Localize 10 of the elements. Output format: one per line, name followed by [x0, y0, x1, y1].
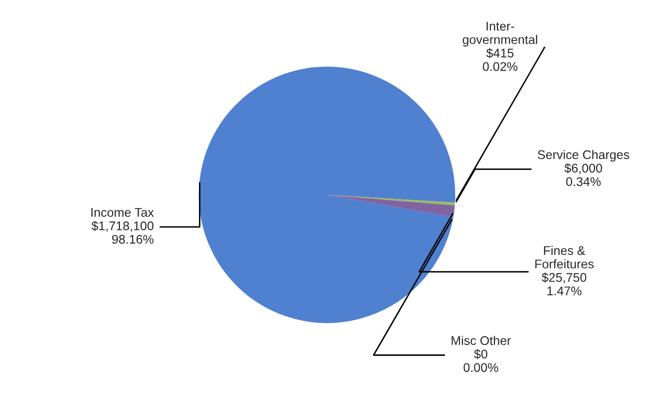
text: $0 0.00% [464, 349, 498, 372]
data-label: $415 0.02% [482, 48, 518, 71]
slice-label: Inter- governmental [462, 22, 538, 47]
data-label: $1,718,100 98.16% [92, 220, 154, 244]
data-label: $6,000 0.34% [564, 163, 602, 186]
slice-label: Fines & Forfeitures [535, 246, 594, 268]
slice-label: Income Tax [91, 208, 154, 217]
slice-label: Service Charges [538, 150, 630, 162]
category-label: Misc Other [452, 336, 511, 346]
data-label: $25,750 1.47% [542, 272, 586, 296]
